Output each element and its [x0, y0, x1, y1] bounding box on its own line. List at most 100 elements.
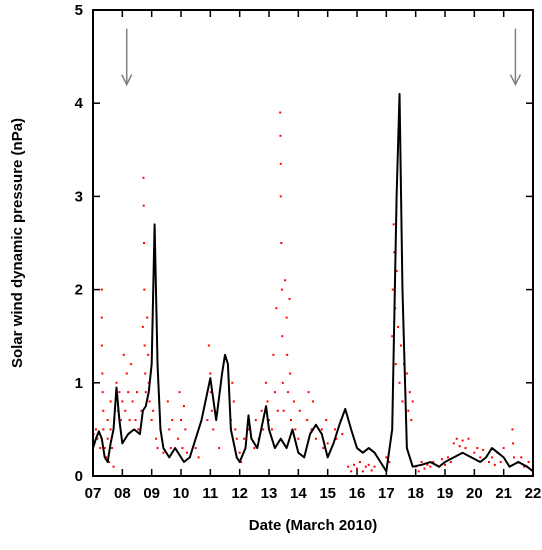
data-point [262, 428, 265, 431]
data-point [260, 409, 263, 412]
x-tick-label: 21 [495, 485, 512, 502]
data-point [168, 428, 171, 431]
data-point [341, 433, 344, 436]
data-point [467, 437, 470, 440]
data-point [184, 428, 187, 431]
data-point [523, 465, 526, 468]
data-point [234, 428, 237, 431]
data-point [275, 307, 278, 310]
arrow-head [121, 74, 133, 87]
data-point [452, 442, 455, 445]
data-point [350, 470, 353, 473]
data-point [397, 325, 400, 328]
data-point [482, 448, 485, 451]
data-point [266, 400, 269, 403]
data-point [247, 428, 250, 431]
data-point [400, 344, 402, 347]
data-point [320, 428, 323, 431]
data-point [156, 447, 159, 450]
data-point [125, 372, 128, 375]
data-point [388, 461, 391, 464]
x-tick-label: 08 [114, 485, 131, 502]
data-point [100, 344, 103, 347]
data-point [417, 470, 420, 473]
data-point [364, 465, 367, 468]
data-point [181, 447, 184, 450]
data-point [512, 456, 515, 459]
data-point [207, 344, 210, 347]
data-point [398, 381, 401, 384]
arrow [121, 28, 133, 87]
x-tick-label: 17 [378, 485, 395, 502]
data-point [254, 419, 257, 422]
data-point [279, 111, 282, 114]
data-point [284, 279, 287, 282]
data-point [285, 316, 288, 319]
data-point [356, 467, 358, 470]
y-tick-label: 0 [75, 468, 83, 485]
data-point [322, 447, 325, 450]
data-point [131, 400, 134, 403]
data-point [134, 419, 137, 422]
data-point [147, 353, 150, 356]
data-point [231, 381, 234, 384]
data-point [520, 456, 523, 459]
x-tick-label: 16 [349, 485, 366, 502]
data-point [96, 437, 99, 440]
data-point [106, 437, 109, 440]
y-tick-label: 5 [75, 2, 83, 19]
data-point [353, 463, 356, 466]
data-point [141, 325, 144, 328]
y-tick-label: 3 [75, 188, 83, 205]
data-point [100, 316, 103, 319]
x-tick-label: 18 [407, 485, 424, 502]
y-tick-label: 2 [75, 282, 83, 299]
data-point [115, 381, 118, 384]
data-point [112, 465, 115, 468]
data-point [405, 372, 408, 375]
x-tick-label: 19 [437, 485, 454, 502]
data-point [432, 461, 435, 464]
data-point [410, 419, 413, 422]
data-point [391, 288, 394, 291]
data-point [243, 437, 246, 440]
data-point [182, 405, 185, 408]
data-point [527, 461, 530, 464]
data-point [144, 372, 147, 375]
data-point [279, 162, 282, 165]
data-point [210, 409, 213, 412]
data-point [146, 316, 149, 319]
data-point [94, 428, 97, 431]
data-point [103, 447, 106, 450]
data-point [282, 409, 285, 412]
x-tick-label: 12 [231, 485, 248, 502]
data-point [218, 447, 221, 450]
data-point [265, 381, 268, 384]
x-tick-label: 22 [525, 485, 542, 502]
data-point [273, 391, 276, 394]
data-point [290, 419, 292, 422]
data-point [373, 465, 376, 468]
data-point [358, 461, 361, 464]
data-point [335, 437, 338, 440]
data-point [310, 428, 313, 431]
data-point [253, 447, 256, 450]
data-point [101, 372, 104, 375]
x-tick-label: 10 [173, 485, 190, 502]
arrow-head [509, 74, 522, 87]
data-point [325, 419, 328, 422]
data-line [92, 92, 534, 473]
data-point [180, 419, 182, 422]
data-point [298, 409, 301, 412]
data-point [142, 204, 145, 207]
data-point [121, 400, 124, 403]
data-point [232, 400, 235, 403]
arrow [509, 28, 522, 87]
data-point [209, 372, 212, 375]
data-point [280, 242, 283, 244]
data-point [423, 467, 426, 470]
data-point [455, 437, 458, 440]
data-point [479, 456, 482, 459]
data-point [280, 288, 283, 291]
data-point [391, 335, 394, 338]
